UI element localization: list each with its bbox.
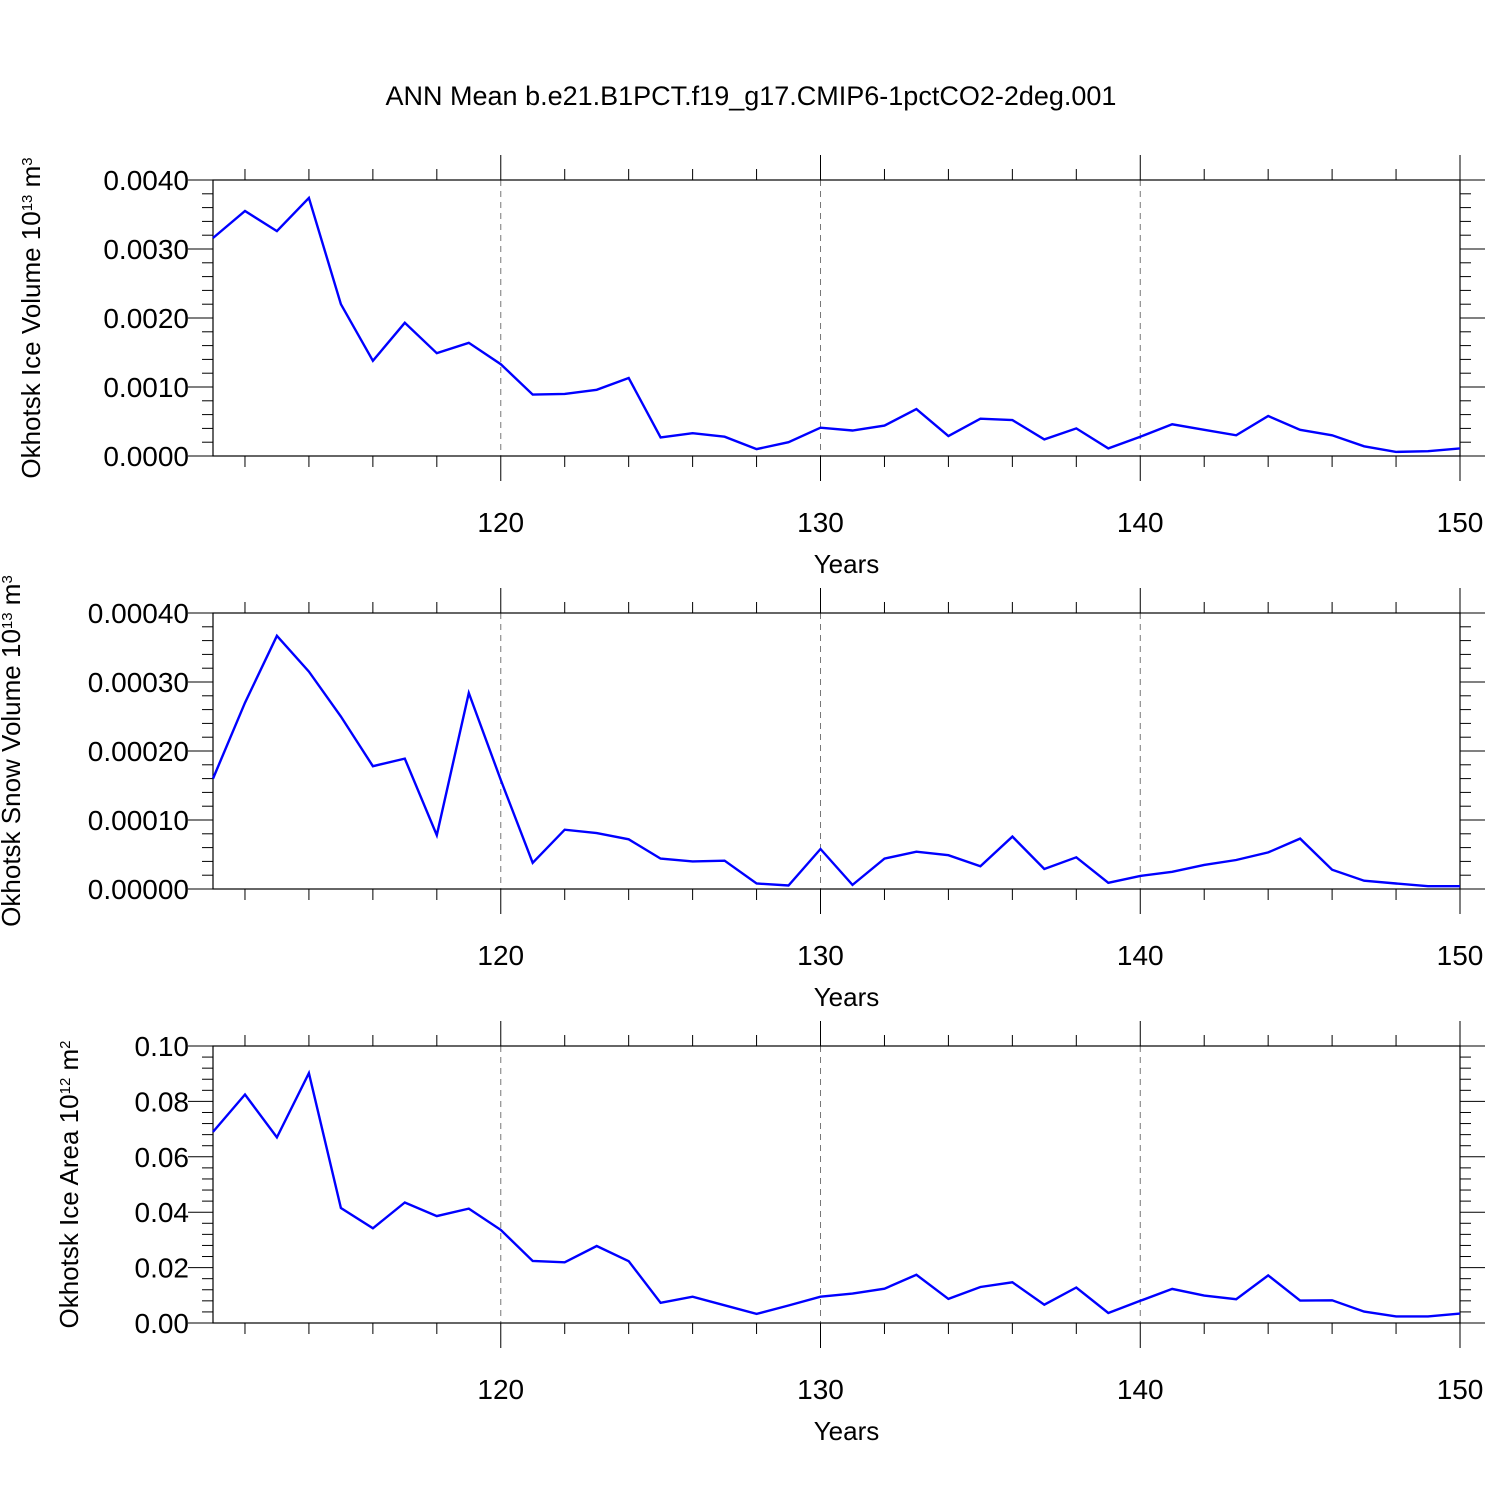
plot-frame — [212, 179, 1461, 457]
y-tick-label: 0.06 — [135, 1142, 190, 1173]
panel-ice-area: 0.00 0.02 0.04 0.06 0.08 0.10 120 130 140 150 Year… — [54, 1021, 1485, 1446]
y-tick-label: 0.0030 — [103, 234, 189, 265]
y-tick-label: 0.00010 — [88, 805, 189, 836]
y-axis-title-unit-exponent: 2 — [57, 1040, 74, 1048]
series-line-ice-volume — [212, 195, 1461, 454]
y-axis-title-exponent: 12 — [57, 1078, 74, 1095]
y-tick-label: 0.00 — [135, 1308, 190, 1339]
plot-frame — [212, 1045, 1461, 1324]
x-tick-label: 150 — [1437, 940, 1484, 971]
x-tick-label: 130 — [797, 507, 844, 538]
x-tick-label: 150 — [1437, 1374, 1484, 1405]
y-axis-title: Okhotsk Snow Volume 1013 m3 — [0, 575, 26, 927]
x-tick-label: 120 — [477, 1374, 524, 1405]
y-axis-title-main: Okhotsk Snow Volume 10 — [0, 629, 26, 927]
y-tick-label: 0.04 — [135, 1197, 190, 1228]
x-tick-label: 130 — [797, 1374, 844, 1405]
x-tick-label: 140 — [1117, 507, 1164, 538]
y-axis-title: Okhotsk Ice Area 1012 m2 — [54, 1040, 84, 1328]
y-axis-title-exponent: 13 — [19, 195, 36, 212]
y-tick-label: 0.00030 — [88, 667, 189, 698]
x-tick-label: 120 — [477, 507, 524, 538]
y-tick-label: 0.02 — [135, 1253, 190, 1284]
series-line-snow-volume — [211, 633, 1460, 888]
y-tick-label: 0.00020 — [88, 736, 189, 767]
y-tick-label: 0.10 — [135, 1031, 190, 1062]
y-axis-title-unit-exponent: 3 — [0, 575, 16, 583]
x-tick-label: 140 — [1117, 940, 1164, 971]
y-tick-label: 0.0040 — [103, 165, 189, 196]
figure-title: ANN Mean b.e21.B1PCT.f19_g17.CMIP6-1pctC… — [386, 81, 1117, 111]
y-axis-title-unit: m — [0, 584, 26, 613]
y-axis-title-main: Okhotsk Ice Volume 10 — [16, 211, 46, 478]
y-axis-title: Okhotsk Ice Volume 1013 m3 — [16, 157, 46, 478]
panel-snow-volume: 0.00000 0.00010 0.00020 0.00030 0.00040 120 13… — [0, 575, 1485, 1012]
y-tick-label: 0.0020 — [103, 303, 189, 334]
y-axis-title-main: Okhotsk Ice Area 10 — [54, 1094, 84, 1328]
y-tick-label: 0.00040 — [88, 598, 189, 629]
y-tick-label: 0.0010 — [103, 372, 189, 403]
y-axis-title-unit-exponent: 3 — [19, 157, 36, 165]
series-line-ice-area — [212, 1069, 1461, 1318]
y-tick-label: 0.0000 — [103, 441, 189, 472]
x-axis-title: Years — [814, 982, 880, 1012]
x-tick-label: 120 — [477, 940, 524, 971]
x-tick-label: 130 — [797, 940, 844, 971]
y-axis-title-unit: m — [16, 166, 46, 195]
x-axis-title: Years — [814, 549, 880, 579]
x-tick-label: 150 — [1437, 507, 1484, 538]
y-tick-label: 0.00000 — [88, 874, 189, 905]
x-tick-label: 140 — [1117, 1374, 1164, 1405]
panel-ice-volume: 0.0000 0.0010 0.0020 0.0030 0.0040 120 130 140 1… — [16, 155, 1485, 579]
x-axis-title: Years — [814, 1416, 880, 1446]
y-axis-title-unit: m — [54, 1049, 84, 1078]
plot-frame — [212, 612, 1461, 890]
y-tick-label: 0.08 — [135, 1086, 190, 1117]
y-axis-title-exponent: 13 — [0, 612, 16, 629]
